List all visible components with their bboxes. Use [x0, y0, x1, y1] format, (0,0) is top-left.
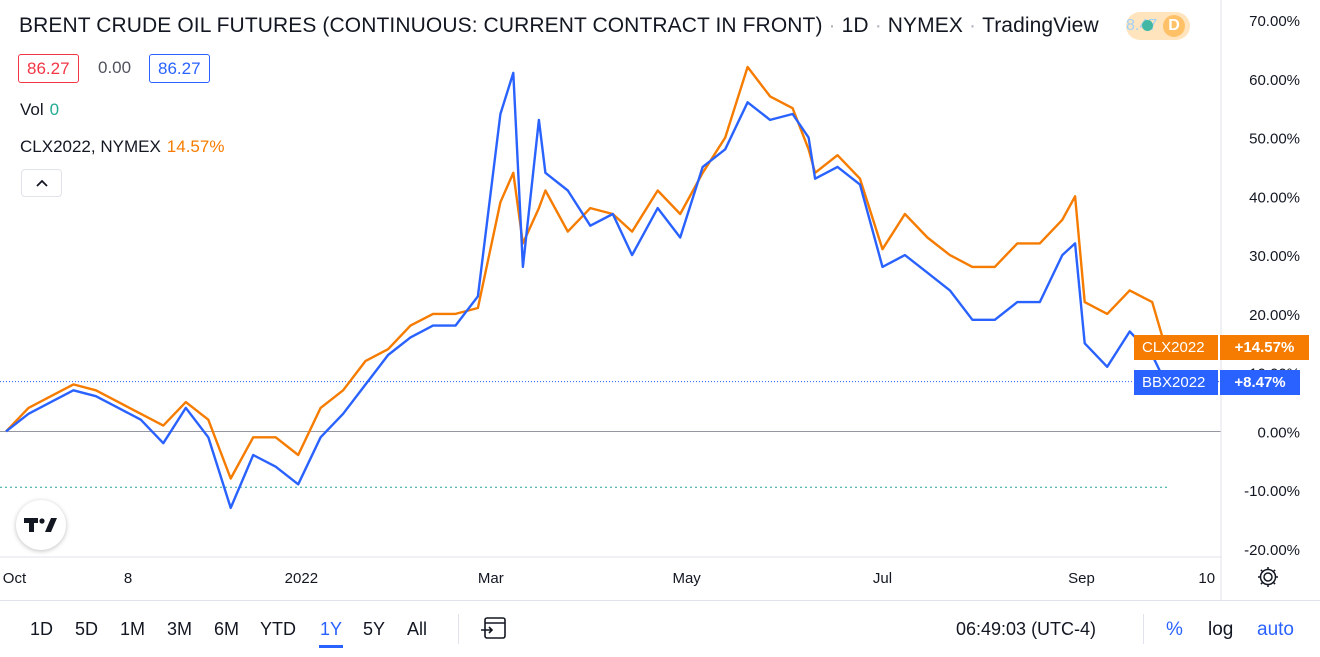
x-tick-label: Oct [3, 570, 27, 587]
range-button-1y[interactable]: 1Y [320, 619, 343, 639]
y-tick-label: 70.00% [1249, 13, 1300, 30]
bbx2022-name-tag: BBX2022 [1134, 370, 1218, 395]
toolbar-separator [458, 614, 459, 644]
range-button-all[interactable]: All [407, 619, 428, 639]
x-tick-label: 2022 [285, 570, 318, 587]
market-status-dot-icon [1142, 20, 1153, 31]
clx2022-value-tag: +14.57% [1220, 335, 1309, 360]
interval-label: 1D [841, 14, 869, 37]
y-tick-label: 30.00% [1249, 248, 1300, 265]
ask-price-button[interactable]: 86.27 [149, 54, 210, 83]
auto-scale-toggle[interactable]: auto [1257, 619, 1294, 640]
toolbar-separator [1143, 614, 1144, 644]
chevron-up-icon [35, 179, 48, 187]
chart-title: BRENT CRUDE OIL FUTURES (CONTINUOUS: CUR… [19, 14, 1099, 37]
exchange-label: NYMEX [887, 14, 963, 37]
spread-value: 0.00 [98, 58, 132, 77]
x-tick-label: Jul [873, 570, 892, 587]
range-button-ytd[interactable]: YTD [260, 619, 296, 639]
range-button-5d[interactable]: 5D [75, 619, 99, 639]
range-button-3m[interactable]: 3M [167, 619, 193, 639]
price-axis: 70.00%60.00%50.00%40.00%30.00%20.00%10.0… [1244, 13, 1300, 559]
active-range-underline [319, 645, 343, 648]
series-line-clx2022[interactable] [5, 65, 1167, 480]
compare-symbol-value: 14.57% [166, 137, 225, 156]
gear-icon[interactable] [1256, 565, 1280, 589]
bottom-toolbar [0, 600, 1320, 657]
range-button-6m[interactable]: 6M [214, 619, 240, 639]
range-button-5y[interactable]: 5Y [363, 619, 386, 639]
x-tick-label: Sep [1068, 570, 1095, 587]
volume-legend[interactable]: Vol 0 [20, 100, 59, 120]
y-tick-label: -10.00% [1244, 483, 1300, 500]
compare-date-range-icon[interactable] [481, 615, 509, 641]
y-tick-label: 20.00% [1249, 307, 1300, 324]
x-tick-label: Mar [478, 570, 504, 587]
series-layer [5, 65, 1167, 510]
reference-lines [0, 381, 1221, 488]
chart-area[interactable]: 70.00%60.00%50.00%40.00%30.00%20.00%10.0… [0, 0, 1320, 600]
tradingview-logo-icon [24, 518, 57, 532]
bbx2022-value-tag: +8.47% [1220, 370, 1300, 395]
time-axis: Oct 8 2022 Mar May Jul Sep 10 [3, 570, 1215, 587]
x-tick-label: 8 [124, 570, 132, 587]
y-tick-label: 40.00% [1249, 189, 1300, 206]
volume-label: Vol [20, 100, 44, 119]
compare-legend[interactable]: CLX2022, NYMEX 14.57% [20, 137, 224, 157]
range-button-1m[interactable]: 1M [120, 619, 146, 639]
x-tick-label: 10 [1198, 570, 1215, 587]
badge-letter: D [1163, 15, 1185, 37]
status-badge[interactable]: 8.47 D [1126, 12, 1190, 40]
log-scale-toggle[interactable]: log [1208, 619, 1234, 640]
clx2022-name-tag: CLX2022 [1134, 335, 1218, 360]
tradingview-logo-button[interactable] [16, 500, 66, 550]
source-label: TradingView [982, 14, 1099, 37]
range-button-1d[interactable]: 1D [30, 619, 54, 639]
symbol-title: BRENT CRUDE OIL FUTURES (CONTINUOUS: CUR… [19, 14, 823, 37]
series-line-bbx2022[interactable] [5, 71, 1167, 510]
volume-value: 0 [49, 100, 60, 119]
percent-scale-toggle[interactable]: % [1166, 619, 1183, 640]
y-tick-label: 0.00% [1257, 424, 1300, 441]
collapse-legend-button[interactable] [21, 169, 62, 197]
compare-symbol-label: CLX2022, NYMEX [20, 137, 161, 156]
y-tick-label: 60.00% [1249, 72, 1300, 89]
x-tick-label: May [672, 570, 701, 587]
y-tick-label: 50.00% [1249, 131, 1300, 148]
bid-price-button[interactable]: 86.27 [18, 54, 79, 83]
clock-timezone[interactable]: 06:49:03 (UTC-4) [956, 619, 1097, 639]
y-tick-label: -20.00% [1244, 542, 1300, 559]
